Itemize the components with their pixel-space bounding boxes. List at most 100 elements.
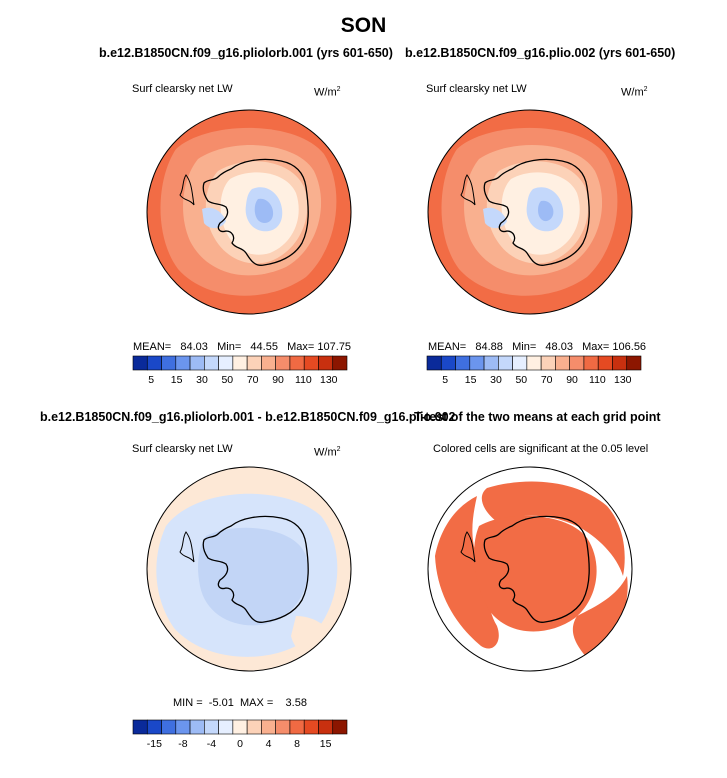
peninsula-coast: [460, 531, 476, 563]
panel-2-title: b.e12.B1850CN.f09_g16.plio.002 (yrs 601-…: [405, 46, 676, 60]
panel-2-colorbar-labels: 5 15 30 50 70 90 110 130: [427, 374, 641, 388]
colorbar-tick-label: -4: [206, 738, 217, 750]
colorbar-swatch: [161, 355, 177, 371]
colorbar-tick-label: 110: [295, 374, 312, 386]
colorbar-tick-label: 90: [566, 374, 578, 386]
sig-region-north: [481, 481, 625, 576]
colorbar-swatch: [612, 355, 628, 371]
peninsula-coast: [179, 531, 195, 563]
antarctica-coastline: [483, 158, 590, 266]
colorbar-swatch: [275, 719, 291, 735]
panel-1-map: [146, 109, 352, 315]
colorbar-swatch: [204, 355, 219, 371]
panel-1-colorbar-labels: 5 15 30 50 70 90 110 130: [133, 374, 347, 388]
colorbar-swatch: [303, 719, 319, 735]
colorbar-swatch: [189, 355, 205, 371]
colorbar-tick-label: 15: [464, 374, 477, 386]
colorbar-swatch: [161, 719, 177, 735]
colorbar-swatch: [204, 719, 219, 735]
colorbar-tick-label: 70: [540, 374, 553, 386]
colorbar-swatch: [218, 355, 234, 371]
panel-3-subtitle: Surf clearsky net LW: [132, 443, 233, 455]
panel-1-units: W/m2: [314, 86, 341, 99]
panel-2-stats: MEAN= 84.88 Min= 48.03 Max= 106.56: [428, 341, 647, 353]
sig-region-west: [435, 496, 499, 649]
colorbar-tick-label: 110: [589, 374, 606, 386]
colorbar-swatch: [555, 355, 570, 371]
colorbar-swatch: [289, 355, 305, 371]
colorbar-tick-label: 130: [614, 374, 632, 386]
colorbar-tick-label: 8: [294, 738, 300, 750]
colorbar-swatch: [469, 355, 485, 371]
colorbar-tick-label: 4: [265, 738, 272, 750]
colorbar-swatch: [318, 719, 334, 735]
panel-3-units: W/m2: [314, 446, 341, 459]
antarctica-coastline: [202, 158, 309, 266]
colorbar-swatch: [540, 355, 556, 371]
colorbar-swatch: [146, 719, 162, 735]
panel-1-stats: MEAN= 84.03 Min= 44.55 Max= 107.75: [133, 341, 352, 353]
colorbar-swatch: [626, 355, 642, 371]
panel-2-colorbar: [426, 355, 642, 371]
colorbar-swatch: [232, 719, 248, 735]
colorbar-tick-label: 50: [515, 374, 528, 386]
colorbar-tick-label: 5: [148, 374, 155, 386]
colorbar-tick-label: -15: [146, 738, 162, 750]
peninsula-coast: [460, 174, 476, 206]
sig-region-east: [572, 576, 628, 658]
panel-4-map: [427, 466, 633, 672]
antarctica-coastline: [483, 515, 590, 623]
colorbar-tick-label: -8: [178, 738, 188, 750]
colorbar-swatch: [455, 355, 471, 371]
panel-2-map: [427, 109, 633, 315]
colorbar-swatch: [526, 355, 542, 371]
colorbar-swatch: [440, 355, 456, 371]
colorbar-swatch: [583, 355, 599, 371]
colorbar-swatch: [189, 719, 205, 735]
colorbar-tick-label: 70: [246, 374, 259, 386]
colorbar-swatch: [175, 355, 191, 371]
colorbar-tick-label: 90: [272, 374, 284, 386]
colorbar-swatch: [246, 355, 262, 371]
colorbar-swatch: [218, 719, 234, 735]
colorbar-swatch: [175, 719, 191, 735]
panel-3-colorbar-labels: -15 -8 -4 0 4 8 15: [133, 738, 347, 752]
colorbar-tick-label: 30: [196, 374, 208, 386]
panel-2-subtitle: Surf clearsky net LW: [426, 83, 527, 95]
colorbar-swatch: [426, 355, 442, 371]
colorbar-swatch: [132, 355, 148, 371]
colorbar-swatch: [146, 355, 162, 371]
colorbar-swatch: [132, 719, 148, 735]
colorbar-swatch: [569, 355, 585, 371]
colorbar-tick-label: 15: [170, 374, 183, 386]
colorbar-tick-label: 0: [237, 738, 243, 750]
panel-1-title: b.e12.B1850CN.f09_g16.pliolorb.001 (yrs …: [99, 46, 393, 60]
colorbar-tick-label: 30: [490, 374, 502, 386]
colorbar-swatch: [261, 719, 276, 735]
colorbar-tick-label: 5: [442, 374, 449, 386]
panel-3-colorbar: [132, 719, 348, 735]
diff-blue-2: [198, 527, 308, 626]
panel-3-map: [146, 466, 352, 672]
colorbar-swatch: [332, 355, 348, 371]
colorbar-swatch: [246, 719, 262, 735]
peninsula-coast: [179, 174, 195, 206]
colorbar-swatch: [483, 355, 499, 371]
colorbar-swatch: [332, 719, 348, 735]
panel-3-stats: MIN = -5.01 MAX = 3.58: [173, 697, 307, 709]
colorbar-swatch: [303, 355, 319, 371]
interior-blue-2: [538, 200, 554, 222]
colorbar-swatch: [261, 355, 276, 371]
panel-1-subtitle: Surf clearsky net LW: [132, 83, 233, 95]
colorbar-swatch: [512, 355, 528, 371]
colorbar-swatch: [597, 355, 613, 371]
panel-4-subtitle: Colored cells are significant at the 0.0…: [433, 443, 649, 455]
colorbar-tick-label: 50: [221, 374, 234, 386]
colorbar-swatch: [318, 355, 334, 371]
figure-title: SON: [340, 14, 387, 37]
panel-2-units: W/m2: [621, 86, 648, 99]
colorbar-swatch: [498, 355, 513, 371]
colorbar-tick-label: 130: [320, 374, 338, 386]
panel-1-colorbar: [132, 355, 348, 371]
panel-3-title: b.e12.B1850CN.f09_g16.pliolorb.001 - b.e…: [40, 410, 456, 424]
